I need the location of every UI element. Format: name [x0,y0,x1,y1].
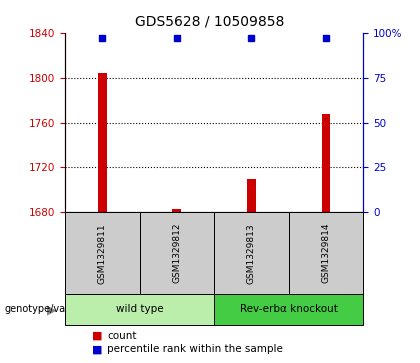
Text: GDS5628 / 10509858: GDS5628 / 10509858 [135,15,285,29]
Bar [98,73,107,212]
Text: ▶: ▶ [47,303,57,316]
Text: genotype/variation: genotype/variation [4,305,97,314]
Bar [322,114,331,212]
Text: GSM1329814: GSM1329814 [322,223,331,284]
Text: wild type: wild type [116,305,163,314]
Bar [247,179,256,212]
Text: ■: ■ [92,344,103,354]
Text: Rev-erbα knockout: Rev-erbα knockout [240,305,338,314]
Text: count: count [107,331,136,341]
Bar [173,209,181,212]
Text: GSM1329813: GSM1329813 [247,223,256,284]
Text: ■: ■ [92,331,103,341]
Text: GSM1329812: GSM1329812 [173,223,181,284]
Text: GSM1329811: GSM1329811 [98,223,107,284]
Text: percentile rank within the sample: percentile rank within the sample [107,344,283,354]
